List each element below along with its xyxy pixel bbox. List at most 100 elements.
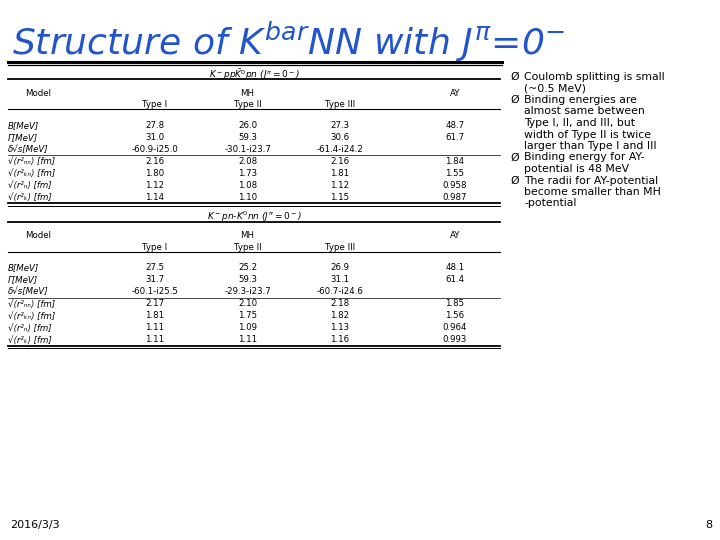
Text: 61.4: 61.4 [446, 275, 464, 285]
Text: 1.15: 1.15 [330, 193, 350, 202]
Text: Model: Model [25, 232, 51, 240]
Text: 1.11: 1.11 [145, 323, 165, 333]
Text: potential is 48 MeV: potential is 48 MeV [524, 164, 629, 174]
Text: B[MeV]: B[MeV] [8, 264, 40, 273]
Text: 31.0: 31.0 [145, 133, 165, 142]
Text: 1.84: 1.84 [446, 157, 464, 166]
Text: -30.1-i23.7: -30.1-i23.7 [225, 145, 271, 154]
Text: δ√s[MeV]: δ√s[MeV] [8, 287, 49, 296]
Text: √⟨r²ₙ⟩ [fm]: √⟨r²ₙ⟩ [fm] [8, 181, 52, 190]
Text: Γ[MeV]: Γ[MeV] [8, 275, 38, 285]
Text: 1.09: 1.09 [238, 323, 258, 333]
Text: 2016/3/3: 2016/3/3 [10, 520, 60, 530]
Text: The radii for AY-potential: The radii for AY-potential [524, 176, 658, 186]
Text: 26.9: 26.9 [330, 264, 349, 273]
Text: 25.2: 25.2 [238, 264, 258, 273]
Text: $K^-$pn-$K^0$nn ($J^{\pi} = 0^-$): $K^-$pn-$K^0$nn ($J^{\pi} = 0^-$) [207, 210, 302, 224]
Text: 59.3: 59.3 [238, 275, 258, 285]
Text: 1.12: 1.12 [330, 181, 350, 190]
Text: 0.987: 0.987 [443, 193, 467, 202]
Text: 27.8: 27.8 [145, 121, 165, 130]
Text: 1.16: 1.16 [330, 335, 350, 345]
Text: larger than Type I and III: larger than Type I and III [524, 141, 657, 151]
Text: 1.81: 1.81 [330, 169, 350, 178]
Text: 1.11: 1.11 [145, 335, 165, 345]
Text: 2.17: 2.17 [145, 300, 165, 308]
Text: width of Type II is twice: width of Type II is twice [524, 130, 651, 139]
Text: Ø: Ø [510, 176, 518, 186]
Text: Type III: Type III [325, 100, 355, 109]
Text: Model: Model [25, 89, 51, 98]
Text: Coulomb splitting is small: Coulomb splitting is small [524, 72, 665, 82]
Text: Ø: Ø [510, 72, 518, 82]
Text: √⟨r²ₙₙ⟩ [fm]: √⟨r²ₙₙ⟩ [fm] [8, 157, 55, 166]
Text: √⟨r²ₖₙ⟩ [fm]: √⟨r²ₖₙ⟩ [fm] [8, 169, 55, 178]
Text: -60.1-i25.5: -60.1-i25.5 [132, 287, 179, 296]
Text: 27.5: 27.5 [145, 264, 165, 273]
Text: MH: MH [240, 232, 254, 240]
Text: √⟨r²ₙₙ⟩ [fm]: √⟨r²ₙₙ⟩ [fm] [8, 300, 55, 308]
Text: 0.993: 0.993 [443, 335, 467, 345]
Text: Type II: Type II [234, 100, 262, 109]
Text: 0.964: 0.964 [443, 323, 467, 333]
Text: Γ[MeV]: Γ[MeV] [8, 133, 38, 142]
Text: Type I, II, and III, but: Type I, II, and III, but [524, 118, 635, 128]
Text: Type I: Type I [143, 242, 168, 252]
Text: 1.55: 1.55 [446, 169, 464, 178]
Text: Structure of $K^{\mathregular{bar}}$NN with $J^{\pi}$=0$^{-}$: Structure of $K^{\mathregular{bar}}$NN w… [12, 20, 565, 64]
Text: AY: AY [450, 89, 460, 98]
Text: Ø: Ø [510, 95, 518, 105]
Text: AY: AY [450, 232, 460, 240]
Text: (~0.5 MeV): (~0.5 MeV) [524, 84, 586, 93]
Text: 48.7: 48.7 [446, 121, 464, 130]
Text: almost same between: almost same between [524, 106, 644, 117]
Text: 2.16: 2.16 [330, 157, 350, 166]
Text: $K^-$pp$\bar{K}^0$pn ($J^{\pi} = 0^-$): $K^-$pp$\bar{K}^0$pn ($J^{\pi} = 0^-$) [209, 67, 300, 82]
Text: B[MeV]: B[MeV] [8, 121, 40, 130]
Text: -29.3-i23.7: -29.3-i23.7 [225, 287, 271, 296]
Text: δ√s[MeV]: δ√s[MeV] [8, 145, 49, 154]
Text: Type I: Type I [143, 100, 168, 109]
Text: 2.16: 2.16 [145, 157, 165, 166]
Text: -60.7-i24.6: -60.7-i24.6 [317, 287, 364, 296]
Text: √⟨r²ₖ⟩ [fm]: √⟨r²ₖ⟩ [fm] [8, 193, 52, 202]
Text: 1.73: 1.73 [238, 169, 258, 178]
Text: √⟨r²ₙ⟩ [fm]: √⟨r²ₙ⟩ [fm] [8, 323, 52, 333]
Text: √⟨r²ₖ⟩ [fm]: √⟨r²ₖ⟩ [fm] [8, 335, 52, 345]
Text: 1.08: 1.08 [238, 181, 258, 190]
Text: Ø: Ø [510, 152, 518, 163]
Text: 59.3: 59.3 [238, 133, 258, 142]
Text: 1.14: 1.14 [145, 193, 165, 202]
Text: -61.4-i24.2: -61.4-i24.2 [317, 145, 364, 154]
Text: 1.75: 1.75 [238, 312, 258, 321]
Text: 31.7: 31.7 [145, 275, 165, 285]
Text: become smaller than MH: become smaller than MH [524, 187, 661, 197]
Text: 48.1: 48.1 [446, 264, 464, 273]
Text: -60.9-i25.0: -60.9-i25.0 [132, 145, 179, 154]
Text: 8: 8 [705, 520, 712, 530]
Text: 1.85: 1.85 [446, 300, 464, 308]
Text: 2.10: 2.10 [238, 300, 258, 308]
Text: 26.0: 26.0 [238, 121, 258, 130]
Text: 1.12: 1.12 [145, 181, 165, 190]
Text: Binding energies are: Binding energies are [524, 95, 637, 105]
Text: Type II: Type II [234, 242, 262, 252]
Text: -potential: -potential [524, 199, 577, 208]
Text: 1.10: 1.10 [238, 193, 258, 202]
Text: 1.80: 1.80 [145, 169, 165, 178]
Text: 2.08: 2.08 [238, 157, 258, 166]
Text: 0.958: 0.958 [443, 181, 467, 190]
Text: 31.1: 31.1 [330, 275, 350, 285]
Text: 1.13: 1.13 [330, 323, 350, 333]
Text: 30.6: 30.6 [330, 133, 350, 142]
Text: 61.7: 61.7 [446, 133, 464, 142]
Text: Type III: Type III [325, 242, 355, 252]
Text: 27.3: 27.3 [330, 121, 350, 130]
Text: 1.11: 1.11 [238, 335, 258, 345]
Text: 1.81: 1.81 [145, 312, 165, 321]
Text: 1.56: 1.56 [446, 312, 464, 321]
Text: 1.82: 1.82 [330, 312, 350, 321]
Text: 2.18: 2.18 [330, 300, 350, 308]
Text: Binding energy for AY-: Binding energy for AY- [524, 152, 644, 163]
Text: √⟨r²ₖₙ⟩ [fm]: √⟨r²ₖₙ⟩ [fm] [8, 312, 55, 321]
